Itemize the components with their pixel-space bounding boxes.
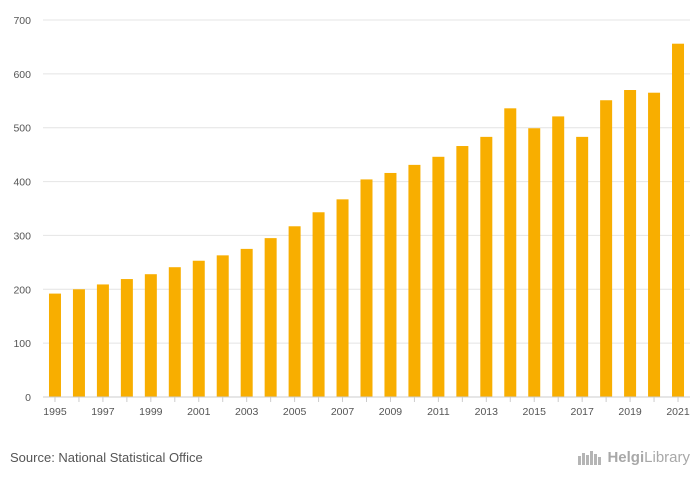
x-tick-label-2011: 2011 xyxy=(427,406,450,418)
y-axis-labels: 0 100 200 300 400 500 600 700 xyxy=(13,15,31,404)
x-tick-label-2003: 2003 xyxy=(235,406,259,418)
y-tick-label-400: 400 xyxy=(13,177,31,189)
y-tick-label-600: 600 xyxy=(13,69,31,81)
bar-2000[interactable] xyxy=(168,267,181,397)
y-tick-label-100: 100 xyxy=(13,338,31,350)
y-tick-label-300: 300 xyxy=(13,230,31,242)
bar-2005[interactable] xyxy=(288,226,301,397)
bars xyxy=(48,43,685,398)
bar-2021[interactable] xyxy=(672,43,685,397)
bar-2003[interactable] xyxy=(240,248,253,397)
bar-1996[interactable] xyxy=(72,289,85,397)
bar-2013[interactable] xyxy=(480,136,493,397)
bar-2020[interactable] xyxy=(648,92,661,397)
helgi-library-logo[interactable]: HelgiLibrary xyxy=(577,448,690,466)
bar-1998[interactable] xyxy=(120,279,133,397)
y-tick-label-500: 500 xyxy=(13,123,31,135)
bar-2016[interactable] xyxy=(552,116,565,397)
x-tick-label-2001: 2001 xyxy=(187,406,211,418)
bar-2004[interactable] xyxy=(264,238,277,397)
bar-2018[interactable] xyxy=(600,100,613,398)
bar-2001[interactable] xyxy=(192,260,205,397)
bar-2014[interactable] xyxy=(504,108,517,397)
bar-1997[interactable] xyxy=(96,284,109,397)
bar-1999[interactable] xyxy=(144,274,157,397)
bar-2015[interactable] xyxy=(528,128,541,397)
bar-1995[interactable] xyxy=(48,293,61,397)
logo-text-bold: Helgi xyxy=(607,448,645,466)
bar-2012[interactable] xyxy=(456,146,469,397)
x-tick-label-2009: 2009 xyxy=(379,406,403,418)
bar-2017[interactable] xyxy=(576,136,589,397)
logo-text: HelgiLibrary xyxy=(607,449,690,466)
bar-2008[interactable] xyxy=(360,179,373,397)
bar-2007[interactable] xyxy=(336,199,349,397)
x-tick-label-2021: 2021 xyxy=(666,406,690,418)
bar-2006[interactable] xyxy=(312,212,325,397)
bar-2009[interactable] xyxy=(384,172,397,397)
logo-text-rest: Library xyxy=(644,448,690,466)
x-axis-labels: 1995 1997 1999 2001 2003 2005 2007 2009 2011 2013… xyxy=(43,406,690,418)
x-tick-label-2007: 2007 xyxy=(331,406,355,418)
x-tick-label-2005: 2005 xyxy=(283,406,307,418)
y-tick-label-200: 200 xyxy=(13,284,31,296)
source-note: Source: National Statistical Office xyxy=(10,450,203,465)
x-axis-ticks xyxy=(54,397,679,402)
bar-2011[interactable] xyxy=(432,156,445,397)
x-tick-label-1995: 1995 xyxy=(43,406,67,418)
x-tick-label-2013: 2013 xyxy=(475,406,499,418)
x-tick-label-1997: 1997 xyxy=(91,406,115,418)
x-tick-label-1999: 1999 xyxy=(139,406,163,418)
bar-2002[interactable] xyxy=(216,255,229,397)
y-tick-label-700: 700 xyxy=(13,15,31,27)
x-tick-label-2019: 2019 xyxy=(618,406,642,418)
y-tick-label-0: 0 xyxy=(25,392,31,404)
x-tick-label-2015: 2015 xyxy=(523,406,547,418)
bar-2010[interactable] xyxy=(408,164,421,397)
library-logo-icon xyxy=(578,451,602,465)
x-tick-label-2017: 2017 xyxy=(570,406,594,418)
bar-2019[interactable] xyxy=(624,90,637,397)
